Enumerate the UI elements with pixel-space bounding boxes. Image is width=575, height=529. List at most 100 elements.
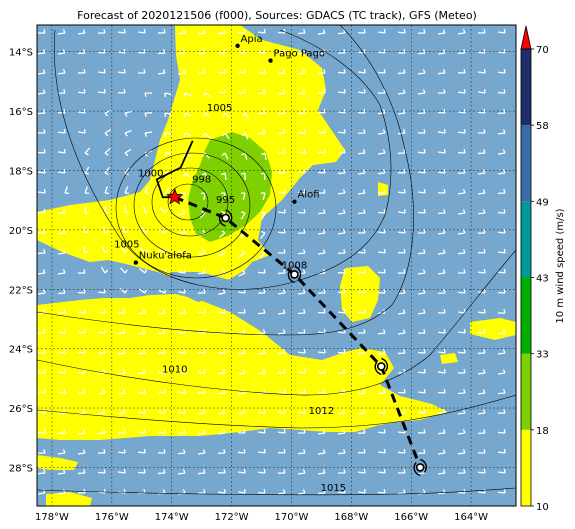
- barb-flag: [443, 368, 446, 374]
- barb-shaft: [199, 212, 206, 219]
- barb-shaft: [218, 272, 226, 276]
- barb-flag: [342, 409, 346, 414]
- colorbar-tick-label: 70: [536, 45, 549, 56]
- barb-shaft: [317, 311, 326, 314]
- barb-shaft: [497, 392, 506, 395]
- wind-barb: [397, 468, 406, 474]
- wind-barb: [477, 308, 486, 314]
- barb-flag: [343, 368, 346, 374]
- wind-barb: [297, 309, 306, 315]
- barb-flag: [303, 228, 306, 234]
- wind-barb: [297, 69, 306, 75]
- wind-barb: [357, 28, 366, 34]
- wind-barb: [317, 409, 326, 415]
- wind-barb: [457, 148, 466, 154]
- barb-flag: [502, 369, 506, 374]
- latitude-tick-label: 20°S: [9, 226, 33, 237]
- barb-flag: [323, 148, 326, 154]
- barb-flag: [303, 449, 306, 454]
- barb-shaft: [224, 132, 230, 140]
- isobar-label: 1010: [162, 364, 187, 375]
- barb-flag: [42, 469, 46, 474]
- wind-barb: [337, 268, 346, 274]
- barb-shaft: [277, 312, 286, 315]
- barb-flag: [104, 132, 109, 137]
- wind-barb: [57, 249, 66, 255]
- barb-flag: [124, 172, 129, 176]
- wind-barb: [297, 348, 306, 354]
- barb-shaft: [337, 392, 346, 395]
- wind-barb: [217, 48, 226, 54]
- barb-shaft: [157, 72, 166, 75]
- wind-barb: [117, 468, 126, 474]
- barb-shaft: [337, 192, 346, 195]
- wind-barb: [197, 348, 206, 354]
- barb-shaft: [238, 272, 246, 277]
- barb-flag: [422, 489, 426, 494]
- barb-flag: [83, 308, 86, 314]
- barb-shaft: [139, 247, 146, 254]
- wind-barb: [77, 388, 86, 394]
- wind-barb: [297, 449, 306, 455]
- wind-barb: [37, 28, 46, 34]
- wind-barb: [437, 348, 446, 354]
- barb-flag: [143, 448, 146, 454]
- wind-barb: [277, 428, 286, 434]
- barb-flag: [223, 28, 226, 34]
- wind-barb: [257, 369, 266, 375]
- barb-flag: [241, 269, 246, 274]
- barb-flag: [483, 348, 486, 354]
- barb-flag: [84, 172, 90, 175]
- wind-barb: [197, 488, 206, 494]
- wind-barb: [317, 449, 326, 455]
- wind-barb: [97, 308, 106, 314]
- wind-barb: [437, 29, 446, 35]
- barb-shaft: [164, 187, 171, 194]
- barb-flag: [383, 188, 386, 194]
- barb-shaft: [77, 351, 86, 354]
- barb-flag: [402, 309, 406, 314]
- barb-shaft: [417, 371, 426, 374]
- barb-shaft: [437, 452, 446, 455]
- barb-flag: [123, 329, 126, 334]
- barb-shaft: [137, 31, 146, 34]
- barb-flag: [43, 148, 46, 154]
- wind-barb: [317, 368, 326, 374]
- wind-barb: [217, 289, 226, 295]
- barb-shaft: [477, 152, 486, 155]
- barb-shaft: [104, 186, 109, 194]
- barb-flag: [42, 109, 46, 114]
- barb-shaft: [37, 191, 46, 194]
- barb-flag: [443, 289, 446, 294]
- wind-barb: [277, 368, 286, 374]
- barb-flag: [303, 108, 306, 114]
- wind-barb: [417, 289, 426, 295]
- barb-flag: [483, 68, 486, 74]
- barb-shaft: [477, 91, 486, 94]
- wind-barb: [124, 110, 132, 117]
- barb-flag: [43, 208, 46, 214]
- barb-shaft: [417, 391, 426, 394]
- barb-shaft: [37, 112, 46, 115]
- barb-flag: [143, 48, 146, 54]
- barb-flag: [382, 129, 386, 134]
- barb-shaft: [237, 71, 246, 74]
- wind-barb: [417, 208, 426, 214]
- barb-shaft: [57, 171, 66, 174]
- cyclone-symbol-arm: [225, 209, 233, 224]
- wind-barb: [297, 328, 306, 334]
- wind-barb: [177, 228, 186, 234]
- wind-barb: [297, 368, 306, 374]
- wind-barb: [238, 249, 246, 258]
- barb-flag: [163, 348, 166, 354]
- wind-barb: [137, 428, 146, 434]
- cyclone-symbol-eye: [415, 463, 425, 472]
- barb-shaft: [217, 292, 226, 295]
- wind-barb: [260, 172, 266, 181]
- barb-shaft: [37, 92, 46, 95]
- barb-flag: [303, 128, 306, 134]
- barb-flag: [283, 388, 286, 394]
- wind-barb: [477, 369, 486, 375]
- barb-shaft: [222, 192, 226, 200]
